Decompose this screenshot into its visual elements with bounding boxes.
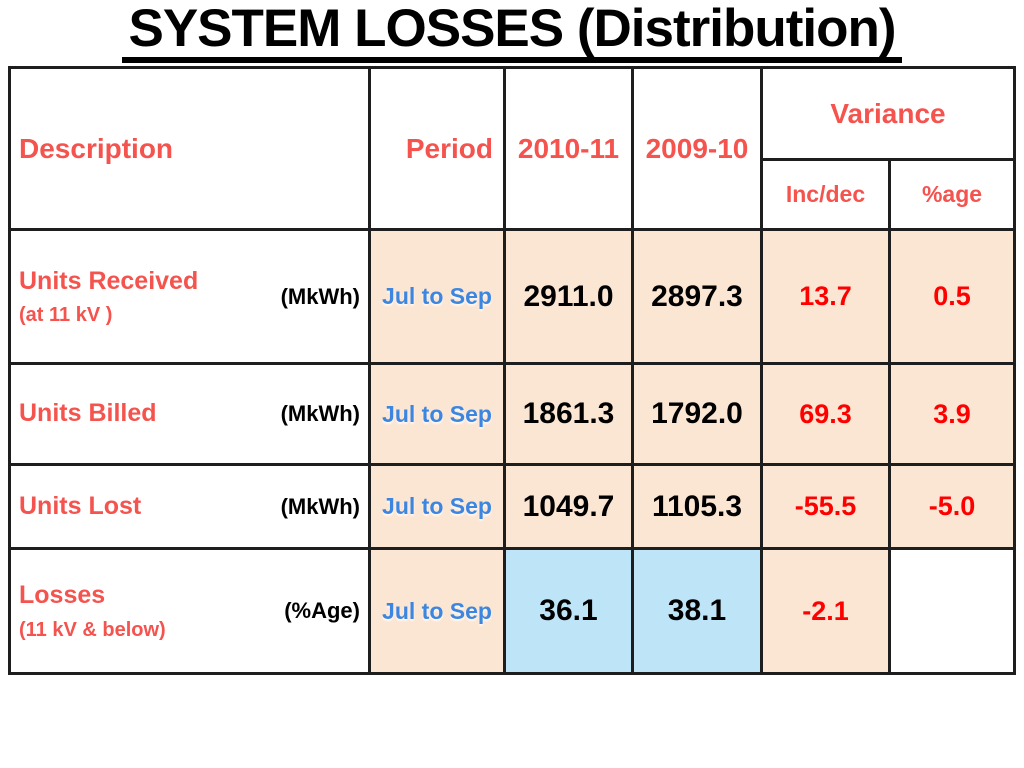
col-header-inc-dec: Inc/dec	[760, 158, 891, 231]
table-row-units-billed: Units Billed (MkWh) Jul to Sep 1861.3 17…	[8, 362, 1017, 466]
row-label: Units Lost	[19, 491, 142, 520]
page-title: SYSTEM LOSSES (Distribution)	[122, 0, 902, 64]
col-header-2010-11: 2010-11	[503, 66, 634, 231]
description-cell: Units Billed (MkWh)	[8, 362, 371, 466]
value-2009-10-highlighted: 38.1	[631, 547, 763, 675]
description-cell: Losses (11 kV & below) (%Age)	[8, 547, 371, 675]
period-cell: Jul to Sep	[368, 228, 506, 365]
description-cell: Units Lost (MkWh)	[8, 463, 371, 550]
system-losses-table: Description Period 2010-11 2009-10 Varia…	[8, 66, 1017, 675]
value-pct-age: 0.5	[887, 228, 1017, 365]
value-2010-11: 1049.7	[503, 463, 634, 550]
row-label: Units Received	[19, 266, 199, 295]
row-unit: (%Age)	[284, 598, 360, 623]
value-2009-10: 2897.3	[631, 228, 763, 365]
value-2009-10: 1792.0	[631, 362, 763, 466]
title-area: SYSTEM LOSSES (Distribution)	[0, 0, 1024, 64]
value-2010-11: 1861.3	[503, 362, 634, 466]
header-subrow: Inc/dec %age	[10, 158, 1017, 231]
row-unit: (MkWh)	[280, 493, 360, 519]
value-inc-dec: 69.3	[760, 362, 891, 466]
table-row-units-lost: Units Lost (MkWh) Jul to Sep 1049.7 1105…	[8, 463, 1017, 550]
row-label: Losses	[19, 581, 106, 610]
row-sublabel: (11 kV & below)	[19, 618, 166, 641]
row-label: Units Billed	[19, 399, 157, 428]
value-inc-dec: -55.5	[760, 463, 891, 550]
col-header-2009-10: 2009-10	[631, 66, 763, 231]
row-unit: (MkWh)	[280, 283, 360, 309]
col-header-period: Period	[368, 66, 506, 231]
empty-cell	[887, 547, 1017, 675]
value-inc-dec: 13.7	[760, 228, 891, 365]
header-row: Description Period 2010-11 2009-10 Varia…	[8, 66, 1017, 231]
value-pct-age: -5.0	[887, 463, 1017, 550]
col-header-pct-age: %age	[887, 158, 1017, 231]
row-unit: (MkWh)	[280, 401, 360, 426]
period-cell: Jul to Sep	[368, 547, 506, 675]
period-cell: Jul to Sep	[368, 362, 506, 466]
col-header-variance: Variance	[759, 66, 1017, 161]
col-header-description: Description	[8, 66, 371, 231]
description-cell: Units Received (at 11 kV ) (MkWh)	[8, 228, 371, 365]
value-pct-age: 3.9	[887, 362, 1017, 466]
value-inc-dec: -2.1	[760, 547, 891, 675]
value-2010-11: 2911.0	[503, 228, 634, 365]
table-row-losses: Losses (11 kV & below) (%Age) Jul to Sep…	[8, 547, 1017, 675]
row-sublabel: (at 11 kV )	[19, 304, 113, 327]
period-cell: Jul to Sep	[368, 463, 506, 550]
table-row-units-received: Units Received (at 11 kV ) (MkWh) Jul to…	[8, 228, 1017, 365]
value-2010-11-highlighted: 36.1	[503, 547, 634, 675]
value-2009-10: 1105.3	[631, 463, 763, 550]
